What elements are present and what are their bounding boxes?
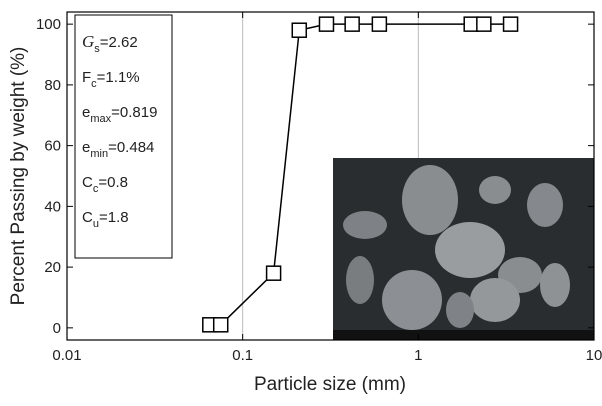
sem-image (333, 158, 594, 340)
y-tick-label: 60 (44, 138, 61, 155)
data-point (292, 23, 306, 37)
x-tick-label: 10 (586, 347, 602, 364)
y-tick-label: 0 (53, 320, 61, 337)
annotation-value: =1.8 (99, 209, 129, 226)
annotation-value: =2.62 (100, 34, 138, 51)
y-tick-label: 80 (44, 77, 61, 94)
data-point (319, 17, 333, 31)
annotation-subscript: max (90, 113, 111, 125)
annotation-value: =1.1% (97, 69, 140, 86)
data-point (345, 17, 359, 31)
x-axis-label: Particle size (mm) (254, 374, 406, 395)
annotation-symbol: e (82, 139, 90, 156)
x-tick-label: 0.01 (52, 347, 81, 364)
annotation-symbol: C (82, 174, 93, 191)
annotation-value: =0.484 (108, 139, 154, 156)
data-point (504, 17, 518, 31)
data-point (267, 266, 281, 280)
y-tick-label: 20 (44, 259, 61, 276)
annotation-symbol: G (82, 32, 94, 51)
annotation-symbol: F (82, 69, 91, 86)
y-tick-label: 40 (44, 198, 61, 215)
data-point (372, 17, 386, 31)
chart: Particle size (mm) Percent Passing by we… (0, 0, 602, 401)
annotation-subscript: min (90, 148, 108, 160)
annotation-value: =0.819 (111, 104, 157, 121)
annotation-value: =0.8 (98, 174, 128, 191)
data-point (477, 17, 491, 31)
y-axis-label: Percent Passing by weight (%) (8, 47, 29, 306)
annotation-symbol: C (82, 209, 93, 226)
annotation-symbol: e (82, 104, 90, 121)
x-tick-label: 1 (414, 347, 422, 364)
x-tick-label: 0.1 (232, 347, 253, 364)
y-tick-label: 100 (36, 16, 61, 33)
data-point (214, 318, 228, 332)
